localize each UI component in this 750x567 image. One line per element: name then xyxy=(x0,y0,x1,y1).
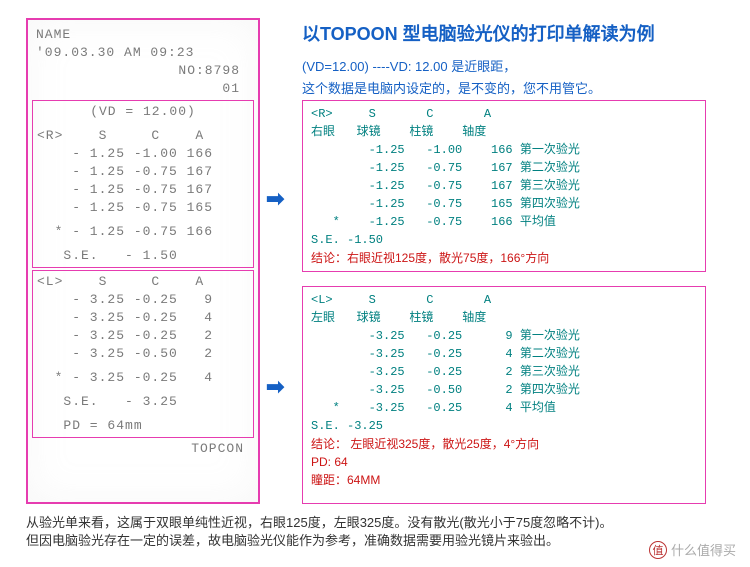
r-se: S.E. - 1.50 xyxy=(37,247,249,265)
right-eye-panel: <R> S C A 右眼 球镜 柱镜 轴度 -1.25 -1.00 166 第一… xyxy=(302,100,706,272)
panel-r-row: -1.25 -0.75 167 第二次验光 xyxy=(311,159,697,177)
panel-l-pd: PD: 64 xyxy=(311,453,697,471)
watermark: 值 什么值得买 xyxy=(649,540,736,559)
panel-l-row: -3.25 -0.25 4 第二次验光 xyxy=(311,345,697,363)
receipt-vd: (VD = 12.00) xyxy=(37,103,249,121)
r-row: - 1.25 -1.00 166 xyxy=(37,145,249,163)
panel-r-conclusion: 结论：右眼近视125度，散光75度，166°方向 xyxy=(311,249,697,267)
watermark-text: 什么值得买 xyxy=(671,540,736,559)
left-eye-panel: <L> S C A 左眼 球镜 柱镜 轴度 -3.25 -0.25 9 第一次验… xyxy=(302,286,706,504)
receipt-right-box: (VD = 12.00) <R> S C A - 1.25 -1.00 166 … xyxy=(32,100,254,268)
panel-r-header: <R> S C A xyxy=(311,105,697,123)
r-row: - 1.25 -0.75 165 xyxy=(37,199,249,217)
bottom-summary: 从验光单来看，这属于双眼单纯性近视，右眼125度，左眼325度。没有散光(散光小… xyxy=(26,514,716,550)
panel-r-row: -1.25 -0.75 165 第四次验光 xyxy=(311,195,697,213)
bottom-line-2: 但因电脑验光存在一定的误差，故电脑验光仪能作为参考，准确数据需要用验光镜片来验出… xyxy=(26,532,716,550)
panel-l-sub: 左眼 球镜 柱镜 轴度 xyxy=(311,309,697,327)
page-title: 以TOPOON 型电脑验光仪的打印单解读为例 xyxy=(302,20,655,46)
r-avg: * - 1.25 -0.75 166 xyxy=(37,223,249,241)
vd-line: (VD=12.00) ----VD: 12.00 是近眼距， xyxy=(302,56,516,75)
watermark-icon: 值 xyxy=(649,541,667,559)
receipt-left-box: <L> S C A - 3.25 -0.25 9 - 3.25 -0.25 4 … xyxy=(32,270,254,438)
receipt-seq: 01 xyxy=(36,80,250,98)
l-row: - 3.25 -0.25 9 xyxy=(37,291,249,309)
receipt-no: NO:8798 xyxy=(36,62,250,80)
arrow-icon: ➡ xyxy=(266,374,296,394)
l-row: - 3.25 -0.50 2 xyxy=(37,345,249,363)
receipt-time: '09.03.30 AM 09:23 xyxy=(36,44,250,62)
receipt-name: NAME xyxy=(36,26,250,44)
l-header: <L> S C A xyxy=(37,273,249,291)
panel-l-header: <L> S C A xyxy=(311,291,697,309)
panel-l-row: -3.25 -0.25 2 第三次验光 xyxy=(311,363,697,381)
l-avg: * - 3.25 -0.25 4 xyxy=(37,369,249,387)
l-row: - 3.25 -0.25 2 xyxy=(37,327,249,345)
panel-r-se: S.E. -1.50 xyxy=(311,231,697,249)
r-row: - 1.25 -0.75 167 xyxy=(37,163,249,181)
l-row: - 3.25 -0.25 4 xyxy=(37,309,249,327)
receipt-pd: PD = 64mm xyxy=(37,417,249,435)
arrow-icon: ➡ xyxy=(266,186,296,206)
panel-l-row-avg: * -3.25 -0.25 4 平均值 xyxy=(311,399,697,417)
receipt-brand: TOPCON xyxy=(36,440,250,458)
panel-l-pd-note: 瞳距：64MM xyxy=(311,471,697,489)
receipt-printout: NAME '09.03.30 AM 09:23 NO:8798 01 (VD =… xyxy=(26,18,260,504)
vd-note: 这个数据是电脑内设定的，是不变的，您不用管它。 xyxy=(302,78,601,97)
panel-r-row: -1.25 -1.00 166 第一次验光 xyxy=(311,141,697,159)
panel-l-row: -3.25 -0.50 2 第四次验光 xyxy=(311,381,697,399)
panel-l-row: -3.25 -0.25 9 第一次验光 xyxy=(311,327,697,345)
panel-r-row: -1.25 -0.75 167 第三次验光 xyxy=(311,177,697,195)
panel-l-conclusion: 结论： 左眼近视325度，散光25度，4°方向 xyxy=(311,435,697,453)
r-header: <R> S C A xyxy=(37,127,249,145)
panel-r-row-avg: * -1.25 -0.75 166 平均值 xyxy=(311,213,697,231)
r-row: - 1.25 -0.75 167 xyxy=(37,181,249,199)
panel-l-se: S.E. -3.25 xyxy=(311,417,697,435)
bottom-line-1: 从验光单来看，这属于双眼单纯性近视，右眼125度，左眼325度。没有散光(散光小… xyxy=(26,514,716,532)
panel-r-sub: 右眼 球镜 柱镜 轴度 xyxy=(311,123,697,141)
l-se: S.E. - 3.25 xyxy=(37,393,249,411)
